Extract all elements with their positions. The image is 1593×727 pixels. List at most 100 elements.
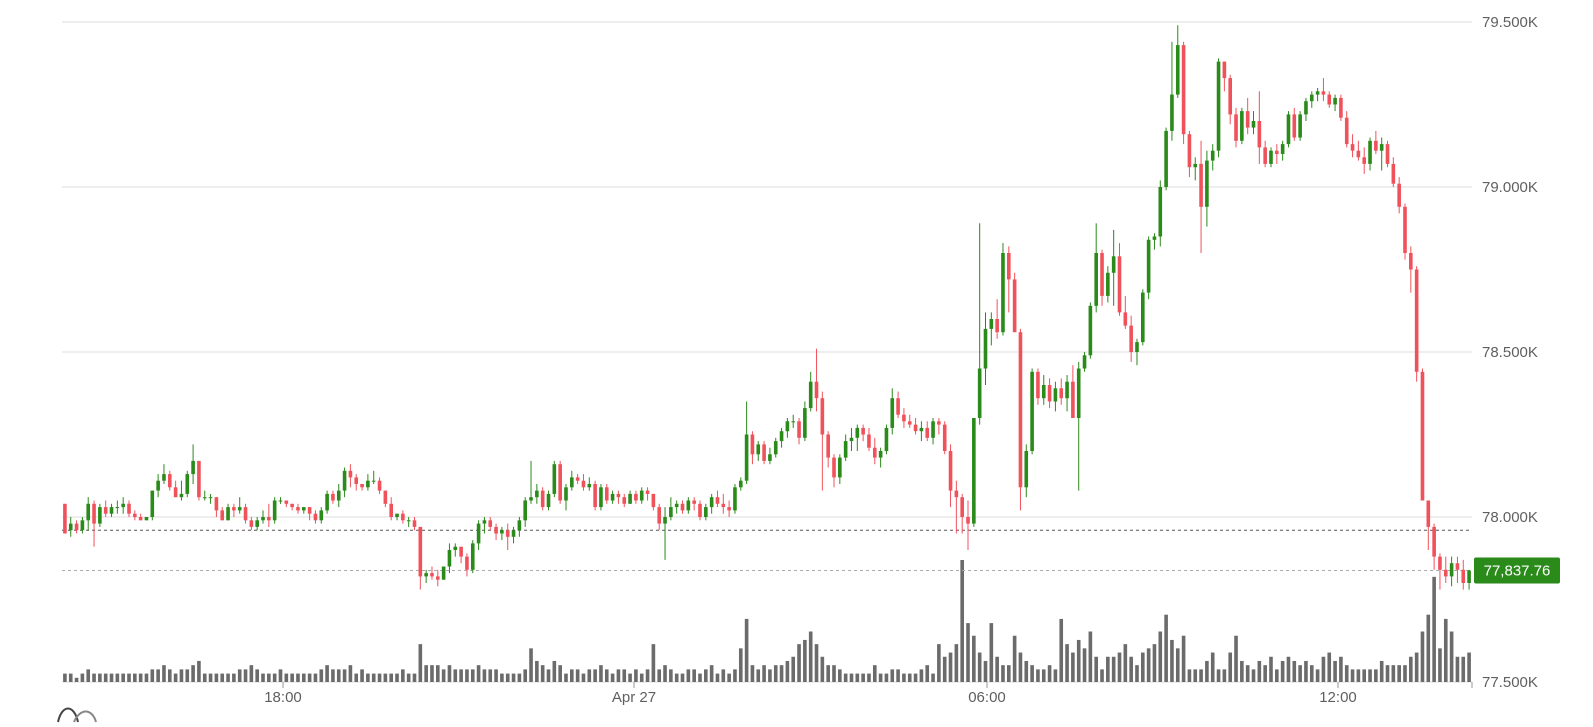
volume-bar — [162, 665, 166, 682]
volume-bar — [1397, 665, 1401, 682]
candle-body — [552, 464, 557, 494]
candle-body — [634, 493, 638, 501]
candle-body — [1467, 570, 1471, 583]
candle-body — [1403, 206, 1407, 253]
volume-bar — [692, 669, 696, 682]
y-axis: 79.500K 79.000K 78.500K 78.000K 77.500K — [1471, 14, 1538, 691]
volume-bar — [208, 673, 213, 682]
candle-body — [121, 503, 125, 508]
candle-body — [1362, 157, 1367, 164]
volume-bar — [1414, 652, 1419, 682]
volume-bar — [645, 669, 650, 682]
candle-body — [1379, 144, 1384, 151]
candle-body — [395, 513, 399, 517]
candle-body — [1409, 253, 1413, 270]
volume-bar — [197, 660, 201, 682]
volume-bar — [564, 673, 568, 682]
candle-body — [540, 490, 545, 508]
y-tick-label: 78.000K — [1482, 509, 1538, 526]
candle-body — [430, 573, 434, 577]
volume-bar — [1257, 660, 1262, 682]
candle-body — [832, 457, 836, 478]
volume-bar — [1461, 656, 1466, 682]
volume-bar — [680, 673, 685, 682]
y-tick-label: 79.000K — [1482, 179, 1538, 196]
candle-body — [226, 507, 230, 521]
volume-bar — [977, 652, 982, 682]
candle-body — [1199, 163, 1203, 207]
volume-bar — [1333, 660, 1337, 682]
candle-body — [1181, 45, 1186, 135]
volume-bar — [459, 669, 463, 682]
volume-bar — [296, 673, 300, 682]
candle-body — [669, 507, 673, 517]
candle-body — [826, 434, 830, 458]
volume-bar — [674, 673, 679, 682]
candle-body — [1298, 114, 1302, 138]
volume-bar — [1059, 618, 1064, 682]
volume-bar — [966, 623, 970, 682]
volume-bar — [371, 673, 376, 682]
candle-body — [418, 526, 423, 577]
candle-body — [861, 427, 865, 435]
volume-bar — [913, 673, 918, 682]
candle-body — [331, 493, 335, 501]
candle-body — [412, 520, 417, 527]
volume-bar — [1467, 652, 1471, 682]
candle-body — [1257, 121, 1262, 148]
candle-body — [92, 503, 96, 524]
volume-bar — [832, 665, 836, 682]
candle-body — [325, 493, 329, 511]
candle-body — [127, 503, 131, 514]
candle-body — [1304, 101, 1308, 115]
candle-body — [144, 517, 149, 521]
candle-body — [570, 477, 574, 488]
volume-bar — [1432, 576, 1436, 682]
volume-bar — [167, 669, 172, 682]
volume-bar — [127, 673, 131, 682]
candle-body — [1076, 368, 1081, 418]
candle-body — [389, 503, 394, 517]
volume-bar — [715, 673, 720, 682]
volume-bar — [465, 669, 469, 682]
candle-body — [441, 566, 446, 580]
volume-bar — [1309, 665, 1314, 682]
candle-body — [913, 424, 918, 432]
candle-body — [1228, 78, 1233, 115]
volume-bar — [517, 673, 522, 682]
candle-body — [1140, 292, 1145, 343]
candle-body — [103, 507, 108, 514]
volume-bars — [63, 560, 1471, 682]
volume-bar — [319, 669, 324, 682]
volume-bar — [272, 673, 277, 682]
volume-bar — [902, 673, 906, 682]
volume-bar — [220, 673, 225, 682]
candle-body — [255, 520, 259, 527]
candle-body — [191, 460, 195, 475]
candle-body — [867, 434, 871, 448]
candle-body — [1053, 388, 1058, 402]
volume-bar — [878, 673, 883, 682]
volume-bar — [511, 673, 516, 682]
candle-body — [966, 517, 970, 524]
volume-bar — [173, 673, 178, 682]
volume-bar — [354, 673, 359, 682]
candle-body — [115, 507, 120, 509]
candle-body — [738, 480, 743, 488]
volume-bar — [1350, 669, 1355, 682]
volume-bar — [861, 673, 865, 682]
volume-bar — [820, 656, 825, 682]
volume-bar — [226, 673, 230, 682]
candle-body — [1041, 385, 1046, 399]
volume-bar — [1245, 665, 1250, 682]
volume-bar — [1216, 669, 1221, 682]
volume-bar — [488, 669, 493, 682]
volume-bar — [546, 669, 551, 682]
volume-bar — [179, 669, 184, 682]
candle-body — [354, 477, 359, 484]
candle-body — [628, 493, 632, 504]
volume-bar — [470, 669, 475, 682]
volume-bar — [855, 673, 860, 682]
volume-bar — [896, 669, 900, 682]
